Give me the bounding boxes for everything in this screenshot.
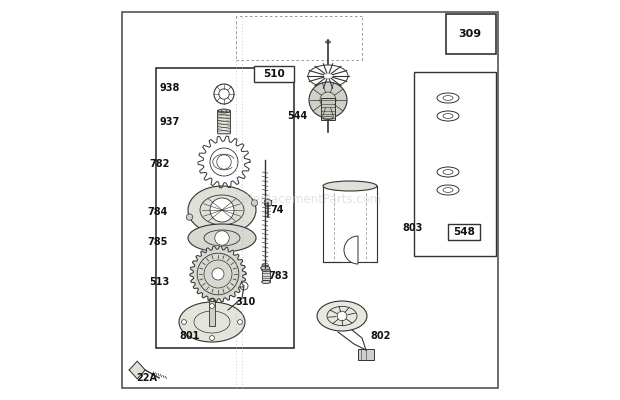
Ellipse shape <box>262 280 270 284</box>
Text: 22A: 22A <box>136 373 157 383</box>
Circle shape <box>210 336 215 340</box>
Bar <box>262 270 270 282</box>
Circle shape <box>215 231 229 245</box>
Ellipse shape <box>262 268 270 272</box>
Text: 802: 802 <box>370 331 391 341</box>
Ellipse shape <box>317 301 367 331</box>
Polygon shape <box>129 361 145 379</box>
Bar <box>254 66 294 82</box>
Ellipse shape <box>188 186 256 234</box>
Circle shape <box>212 268 224 280</box>
Ellipse shape <box>218 109 229 113</box>
Polygon shape <box>198 136 250 188</box>
Text: 785: 785 <box>148 237 168 247</box>
Text: 803: 803 <box>402 223 422 233</box>
Text: 513: 513 <box>150 277 170 287</box>
Bar <box>323 186 377 262</box>
Circle shape <box>237 320 242 324</box>
Circle shape <box>240 282 248 290</box>
Ellipse shape <box>188 224 256 252</box>
Circle shape <box>182 320 187 324</box>
Circle shape <box>337 311 347 321</box>
Bar <box>209 300 215 326</box>
Bar <box>446 14 496 54</box>
Ellipse shape <box>323 181 377 191</box>
Circle shape <box>187 214 193 220</box>
Ellipse shape <box>209 298 215 302</box>
Ellipse shape <box>221 110 227 112</box>
Bar <box>358 349 374 360</box>
Text: 548: 548 <box>453 227 475 237</box>
Bar <box>156 68 294 348</box>
Circle shape <box>210 304 215 308</box>
Text: 310: 310 <box>236 297 256 307</box>
Text: 801: 801 <box>180 331 200 341</box>
Text: 938: 938 <box>159 83 180 93</box>
Polygon shape <box>265 199 272 207</box>
Bar <box>414 72 496 256</box>
Bar <box>448 224 480 240</box>
Ellipse shape <box>323 116 333 120</box>
Circle shape <box>251 200 258 206</box>
Text: 74: 74 <box>270 205 283 215</box>
Text: 782: 782 <box>149 159 170 169</box>
Text: 510: 510 <box>263 69 285 79</box>
Text: 937: 937 <box>160 117 180 127</box>
Bar <box>321 98 335 120</box>
Text: 544: 544 <box>288 111 308 121</box>
Ellipse shape <box>326 41 330 43</box>
Wedge shape <box>344 236 358 264</box>
Ellipse shape <box>261 266 270 270</box>
Text: eReplacementParts.com: eReplacementParts.com <box>238 194 382 206</box>
Polygon shape <box>190 246 246 302</box>
Text: 783: 783 <box>268 271 288 281</box>
Text: 309: 309 <box>458 29 482 39</box>
Text: 784: 784 <box>148 207 168 217</box>
Ellipse shape <box>309 82 347 118</box>
Ellipse shape <box>179 302 245 342</box>
Circle shape <box>210 198 234 222</box>
FancyBboxPatch shape <box>218 110 231 134</box>
